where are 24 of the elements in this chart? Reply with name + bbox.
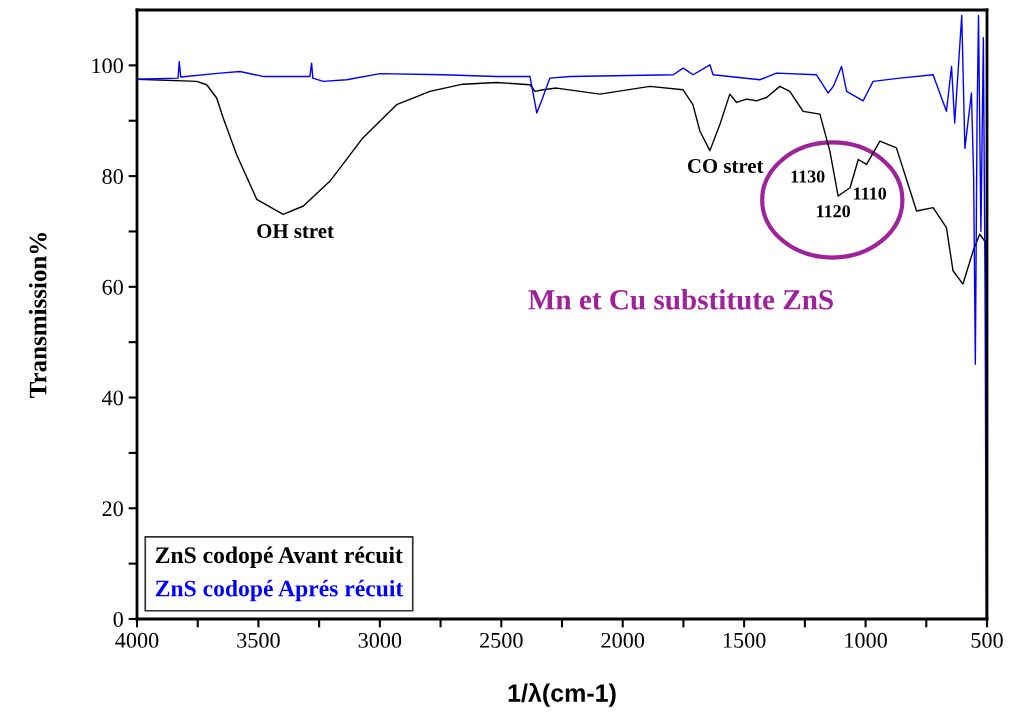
annotation: 1120 bbox=[817, 205, 851, 218]
annotation: OH stret bbox=[257, 224, 334, 239]
x-tick-label: 1500 bbox=[723, 632, 766, 648]
x-tick-label: 3000 bbox=[358, 632, 402, 648]
y-tick-label: 60 bbox=[102, 279, 123, 295]
x-tick-label: 3500 bbox=[237, 632, 280, 648]
text: ZnS codopé Avant récuit bbox=[155, 546, 403, 568]
y-tick-label: 20 bbox=[102, 501, 123, 517]
y-tick-label: 100 bbox=[92, 58, 123, 74]
annotation: CO stret bbox=[687, 158, 764, 173]
y-tick-label: 80 bbox=[102, 169, 123, 185]
y-axis-title: Transmission% bbox=[28, 233, 47, 398]
x-tick-label: 1000 bbox=[845, 632, 887, 648]
x-tick-label: 500 bbox=[971, 632, 1003, 648]
x-tick-label: 2000 bbox=[601, 632, 645, 648]
y-tick-label: 0 bbox=[113, 611, 123, 627]
y-tick-label: 40 bbox=[102, 390, 123, 406]
x-axis-title: 1/λ(cm-1) bbox=[508, 682, 616, 707]
annotation: 1110 bbox=[854, 187, 887, 200]
annotation: Mn et Cu substitute ZnS bbox=[528, 289, 833, 310]
x-tick-label: 4000 bbox=[115, 632, 159, 648]
annotation: 1130 bbox=[791, 170, 825, 183]
text: ZnS codopé Aprés récuit bbox=[155, 579, 404, 602]
x-tick-label: 2500 bbox=[480, 632, 523, 648]
